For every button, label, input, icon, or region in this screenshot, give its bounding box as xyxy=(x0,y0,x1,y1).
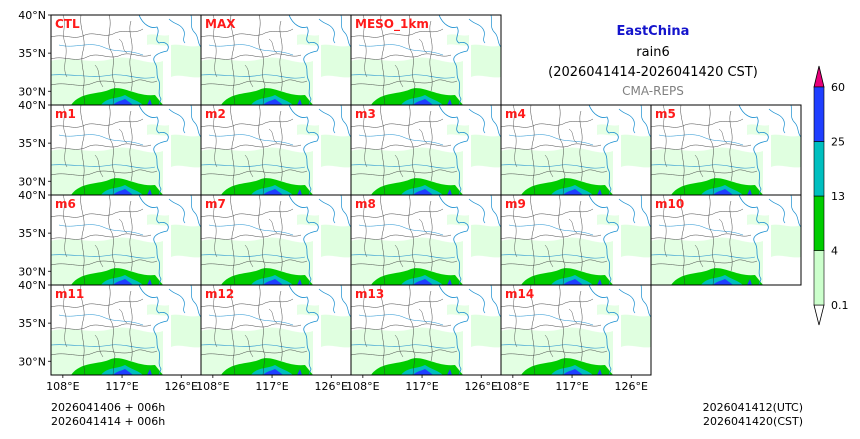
panel-label: m12 xyxy=(205,287,234,301)
panel-label: m11 xyxy=(55,287,84,301)
chart-period-title: (2026041414-2026041420 CST) xyxy=(548,65,758,80)
lon-tick-label: 126°E xyxy=(315,380,348,393)
chart-system-title: CMA-REPS xyxy=(622,84,684,98)
lon-tick-label: 108°E xyxy=(346,380,379,393)
map-panel-CTL: CTL xyxy=(50,14,202,106)
colorbar-tick-label: 25 xyxy=(831,136,845,149)
lat-tick-label: 30°N xyxy=(18,355,46,368)
footer-valid-utc: 2026041412(UTC) xyxy=(703,401,803,414)
map-panel-m10: m10 xyxy=(650,194,802,286)
colorbar-tick-label: 4 xyxy=(831,245,838,258)
footer-valid-cst: 2026041420(CST) xyxy=(703,415,803,428)
chart-region-title: EastChina xyxy=(617,24,690,39)
lat-tick-label: 40°N xyxy=(18,9,46,22)
lon-tick-label: 117°E xyxy=(255,380,288,393)
lon-tick-label: 117°E xyxy=(105,380,138,393)
panel-label: m9 xyxy=(505,197,526,211)
colorbar-tick-label: 13 xyxy=(831,190,845,203)
panel-label: MESO_1km xyxy=(355,17,429,32)
panel-label: m1 xyxy=(55,107,76,121)
panel-frame xyxy=(500,284,652,376)
latitude-axis: 40°N35°N30°N40°N35°N30°N40°N35°N30°N40°N… xyxy=(18,9,51,368)
colorbar-under-triangle xyxy=(813,304,825,326)
panel-label: CTL xyxy=(55,17,80,31)
panel-label: m8 xyxy=(355,197,376,211)
panel-frame xyxy=(650,194,802,286)
footer-init-utc: 2026041406 + 006h xyxy=(51,401,165,414)
map-panel-m3: m3 xyxy=(350,104,502,196)
lon-tick-label: 108°E xyxy=(196,380,229,393)
lon-tick-label: 117°E xyxy=(555,380,588,393)
map-panel-MAX: MAX xyxy=(200,14,352,106)
panel-label: m3 xyxy=(355,107,376,121)
lon-tick-label: 126°E xyxy=(465,380,498,393)
map-panel-m7: m7 xyxy=(200,194,352,286)
lon-tick-label: 108°E xyxy=(496,380,529,393)
footer-init-cst: 2026041414 + 006h xyxy=(51,415,165,428)
map-panel-m9: m9 xyxy=(500,194,652,286)
lon-tick-label: 117°E xyxy=(405,380,438,393)
colorbar-segment xyxy=(813,86,825,142)
lat-tick-label: 40°N xyxy=(18,189,46,202)
map-panel-m2: m2 xyxy=(200,104,352,196)
map-panel-m14: m14 xyxy=(500,284,652,376)
lat-tick-label: 30°N xyxy=(18,175,46,188)
lon-tick-label: 108°E xyxy=(46,380,79,393)
panel-grid: CTL MAX MESO_1km m1 m2 m3 m4 m5 m6 m7 m8 m9 m10 m11 m1… xyxy=(50,14,802,376)
panel-label: m2 xyxy=(205,107,226,121)
lon-tick-label: 126°E xyxy=(615,380,648,393)
lat-tick-label: 35°N xyxy=(18,317,46,330)
map-panel-m5: m5 xyxy=(650,104,802,196)
map-panel-m8: m8 xyxy=(350,194,502,286)
panel-label: m7 xyxy=(205,197,226,211)
panel-label: m13 xyxy=(355,287,384,301)
colorbar-over-triangle xyxy=(813,65,825,88)
lon-tick-label: 126°E xyxy=(165,380,198,393)
map-panel-m4: m4 xyxy=(500,104,652,196)
lat-tick-label: 40°N xyxy=(18,99,46,112)
panel-label: m10 xyxy=(655,197,684,211)
map-panel-m13: m13 xyxy=(350,284,502,376)
map-panel-m12: m12 xyxy=(200,284,352,376)
lat-tick-label: 35°N xyxy=(18,137,46,150)
colorbar-segment xyxy=(813,250,825,306)
chart-variable-title: rain6 xyxy=(636,45,669,60)
colorbar: 0.1 4 13 25 60 xyxy=(813,65,849,326)
map-panel-m11: m11 xyxy=(50,284,202,376)
panel-label: m4 xyxy=(505,107,526,121)
colorbar-tick-label: 0.1 xyxy=(831,299,849,312)
map-panel-m1: m1 xyxy=(50,104,202,196)
lat-tick-label: 30°N xyxy=(18,265,46,278)
panel-label: m5 xyxy=(655,107,676,121)
colorbar-segment xyxy=(813,195,825,251)
map-panel-m6: m6 xyxy=(50,194,202,286)
colorbar-segment xyxy=(813,141,825,197)
lat-tick-label: 40°N xyxy=(18,279,46,292)
panel-label: m14 xyxy=(505,287,534,301)
map-panel-MESO_1km: MESO_1km xyxy=(350,14,502,106)
lat-tick-label: 30°N xyxy=(18,85,46,98)
lat-tick-label: 35°N xyxy=(18,227,46,240)
panel-label: m6 xyxy=(55,197,76,211)
panel-label: MAX xyxy=(205,17,236,31)
lat-tick-label: 35°N xyxy=(18,47,46,60)
colorbar-tick-label: 60 xyxy=(831,81,845,94)
